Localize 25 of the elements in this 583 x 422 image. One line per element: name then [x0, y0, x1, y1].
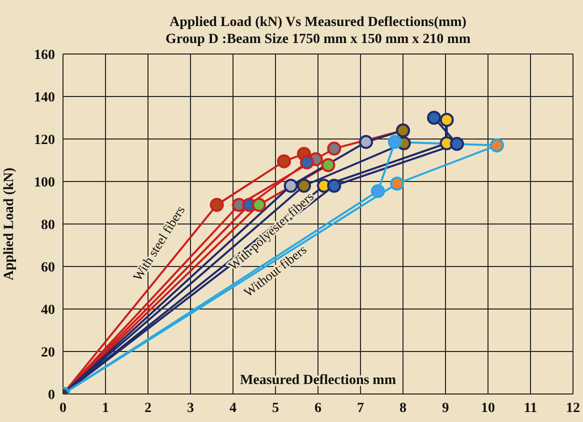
y-tick-label: 0: [48, 388, 55, 403]
y-tick-label: 100: [34, 175, 55, 190]
y-tick-label: 120: [34, 132, 55, 148]
x-tick-label: 0: [60, 400, 66, 416]
y-axis-title: Applied Load (kN): [2, 167, 17, 280]
x-tick-label: 9: [442, 400, 449, 416]
y-tick-label: 140: [34, 90, 55, 106]
x-tick-label: 7: [357, 400, 364, 416]
x-tick-label: 6: [314, 400, 322, 416]
y-tick-label: 80: [41, 218, 55, 233]
y-tick-label: 60: [41, 260, 55, 276]
x-tick-label: 8: [400, 400, 406, 416]
x-tick-label: 12: [566, 400, 580, 416]
y-tick-label: 40: [41, 302, 55, 318]
y-tick-label: 160: [34, 48, 55, 63]
y-tick-label: 20: [41, 345, 55, 360]
x-tick-label: 3: [187, 400, 194, 416]
chart-subtitle: Group D :Beam Size 1750 mm x 150 mm x 210 mm: [164, 31, 472, 48]
x-tick-label: 5: [272, 400, 279, 416]
x-tick-label: 1: [102, 400, 109, 416]
x-tick-label: 11: [524, 400, 538, 416]
chart-title: Applied Load (kN) Vs Measured Deflections(mm): [168, 14, 468, 31]
x-tick-label: 10: [481, 400, 495, 416]
x-tick-label: 4: [230, 400, 236, 416]
x-tick-label: 2: [144, 400, 152, 416]
